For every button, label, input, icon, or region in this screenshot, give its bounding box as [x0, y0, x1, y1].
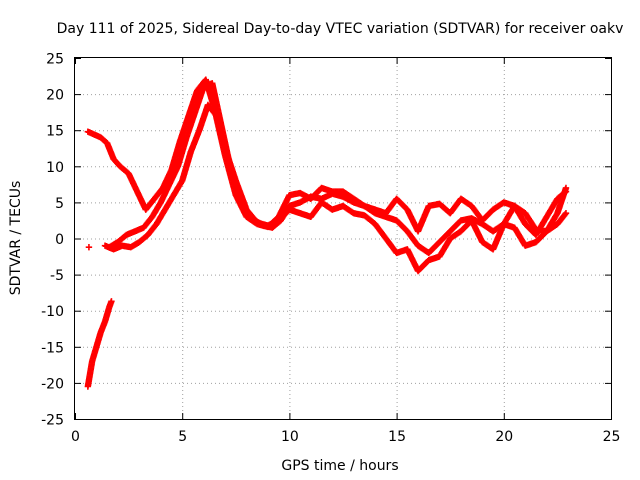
x-tick-label: 5: [178, 429, 187, 445]
series-track-c: [106, 80, 570, 251]
data-point: [562, 188, 570, 195]
data-point: [562, 210, 570, 217]
grid: [75, 58, 611, 419]
series-track-d: [84, 298, 115, 390]
y-axis-label: SDTVAR / TECUs: [8, 181, 24, 296]
series-track-b: [101, 101, 570, 275]
x-tick-label: 0: [71, 429, 80, 445]
data-point: [561, 211, 569, 218]
y-tick-label: -15: [41, 340, 64, 356]
data-points: [84, 76, 570, 390]
y-tick-label: 5: [55, 196, 64, 212]
series-track-a: [84, 76, 570, 257]
y-tick-label: 25: [46, 52, 64, 68]
x-tick-label: 15: [388, 429, 406, 445]
chart-title: Day 111 of 2025, Sidereal Day-to-day VTE…: [57, 21, 624, 37]
y-tick-label: 15: [46, 124, 64, 140]
x-axis-label: GPS time / hours: [281, 458, 398, 474]
plot-frame: [74, 57, 612, 420]
y-tick-label: 10: [46, 160, 64, 176]
x-tick-label: 10: [281, 429, 299, 445]
series-outlier: [85, 243, 93, 251]
data-point: [108, 298, 115, 305]
data-point: [85, 243, 93, 251]
x-tick-label: 25: [603, 429, 621, 445]
y-tick-label: -5: [50, 268, 64, 284]
y-tick-label: -20: [41, 376, 64, 392]
y-tick-label: -25: [41, 413, 64, 429]
data-point: [561, 189, 569, 196]
y-tick-label: 20: [46, 88, 64, 104]
y-tick-label: -10: [41, 304, 64, 320]
x-tick-label: 20: [495, 429, 513, 445]
y-tick-label: 0: [55, 232, 64, 248]
